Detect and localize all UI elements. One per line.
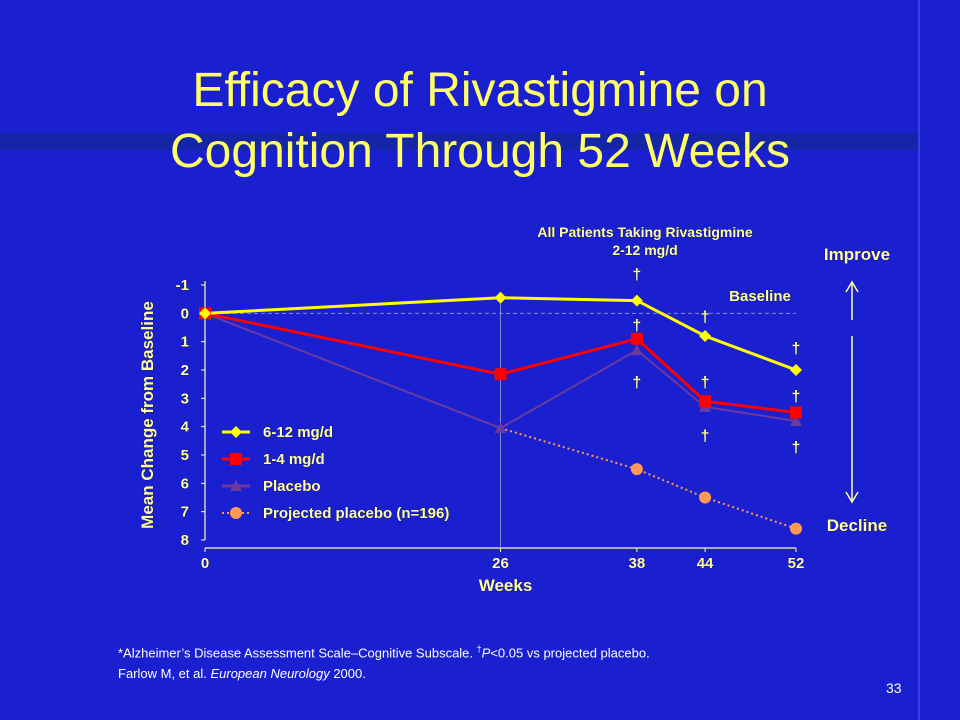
y-tick-label: 6 (181, 475, 189, 492)
chart-header-line-1: All Patients Taking Rivastigmine (537, 224, 752, 240)
data-point-1-4-mg-d (494, 368, 507, 381)
citation-journal: European Neurology (210, 666, 330, 682)
significance-dagger: † (632, 318, 641, 335)
improve-label: Improve (824, 245, 890, 264)
chart-header-line-2: 2-12 mg/d (612, 242, 677, 258)
page-number: 33 (886, 680, 902, 696)
y-tick-label: 8 (181, 532, 189, 549)
data-point-1-4-mg-d (790, 406, 802, 419)
y-tick-label: 4 (181, 419, 190, 436)
y-tick-label: -1 (176, 277, 189, 294)
significance-dagger: † (701, 428, 710, 445)
legend-label-placebo: Placebo (263, 478, 321, 495)
legend-label-projected-placebo-n-196: Projected placebo (n=196) (263, 505, 449, 522)
significance-dagger: † (701, 309, 710, 326)
slide-title-line-2: Cognition Through 52 Weeks (170, 125, 790, 178)
data-point-1-4-mg-d (630, 332, 643, 345)
improve-arrow-head (845, 280, 859, 293)
data-point-1-4-mg-d (699, 395, 712, 408)
legend-marker-1-4-mg-d (230, 453, 242, 465)
data-point-6-12-mg-d (199, 307, 211, 320)
x-tick-label: 38 (629, 555, 646, 572)
data-point-6-12-mg-d (790, 364, 802, 376)
y-tick-label: 0 (181, 305, 189, 322)
y-tick-label: 7 (181, 504, 189, 521)
significance-dagger: † (632, 374, 641, 391)
footnote-dagger: † (476, 644, 482, 654)
decline-arrow-head (845, 491, 859, 504)
data-point-6-12-mg-d (630, 294, 643, 307)
series-line-projected-placebo-n-196 (500, 427, 797, 530)
data-point-placebo (790, 415, 802, 426)
footnote-line-2: Farlow M, et al. European Neurology 2000… (118, 663, 650, 684)
slide-title-line-1: Efficacy of Rivastigmine on (192, 64, 768, 117)
y-tick-label: 5 (181, 447, 189, 464)
y-axis-label: Mean Change from Baseline (138, 301, 157, 529)
data-point-projected-placebo-n-196 (699, 491, 712, 504)
footnote-line-1: *Alzheimer’s Disease Assessment Scale–Co… (118, 639, 650, 663)
legend-marker-placebo (230, 480, 242, 491)
legend-label-1-4-mg-d: 1-4 mg/d (263, 451, 325, 468)
data-point-6-12-mg-d (699, 330, 712, 342)
legend-marker-projected-placebo-n-196 (230, 507, 242, 519)
y-tick-label: 3 (181, 390, 189, 407)
x-tick-label: 26 (492, 555, 509, 572)
data-point-projected-placebo-n-196 (630, 463, 643, 476)
significance-dagger: † (632, 267, 641, 284)
decorative-header-bar (0, 133, 920, 150)
footnote-significance: <0.05 vs projected placebo. (490, 645, 650, 661)
baseline-label: Baseline (729, 288, 791, 305)
footnote-text: *Alzheimer’s Disease Assessment Scale–Co… (118, 645, 477, 661)
data-point-projected-placebo-n-196 (790, 522, 802, 535)
data-point-placebo (630, 344, 643, 356)
citation-year: 2000. (329, 666, 366, 682)
x-tick-label: 44 (697, 555, 714, 572)
significance-dagger: † (792, 440, 801, 457)
y-tick-label: 1 (181, 334, 189, 351)
footnote-p: P (481, 645, 491, 661)
footnote: *Alzheimer’s Disease Assessment Scale–Co… (118, 639, 650, 684)
x-axis-label: Weeks (479, 576, 533, 595)
significance-dagger: † (701, 374, 710, 391)
x-tick-label: 0 (201, 555, 209, 572)
citation-authors: Farlow M, et al. (118, 666, 211, 682)
decorative-right-rule (918, 0, 920, 720)
y-tick-label: 2 (181, 362, 189, 379)
data-point-6-12-mg-d (494, 291, 507, 304)
significance-dagger: † (792, 389, 801, 406)
legend-label-6-12-mg-d: 6-12 mg/d (263, 424, 333, 441)
x-tick-label: 52 (788, 555, 805, 572)
legend-marker-6-12-mg-d (230, 426, 242, 438)
data-point-placebo (494, 422, 507, 434)
decline-label: Decline (827, 516, 887, 535)
significance-dagger: † (792, 340, 801, 357)
